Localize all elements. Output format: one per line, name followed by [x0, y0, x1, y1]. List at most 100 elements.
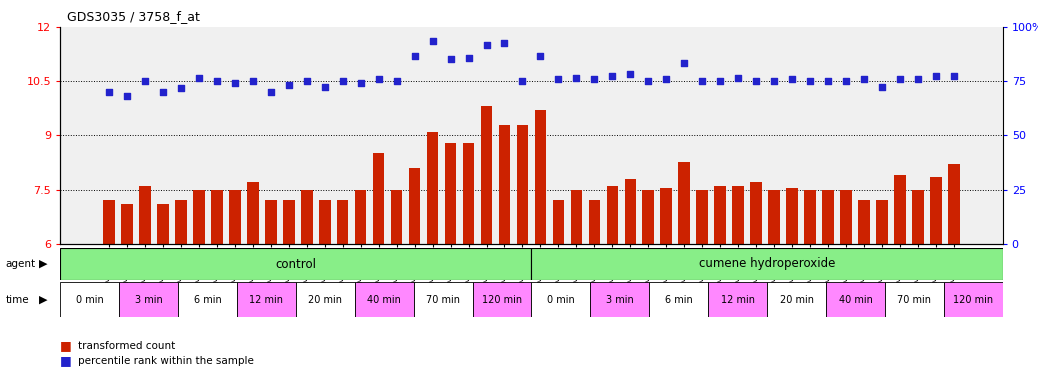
Point	[784, 76, 800, 83]
Bar	[390, 190, 403, 244]
Point	[730, 74, 746, 81]
Bar	[531, 282, 591, 317]
Bar	[283, 200, 295, 244]
Point	[550, 76, 567, 83]
Point	[622, 71, 638, 77]
Point	[604, 73, 621, 79]
Point	[118, 93, 135, 99]
Bar	[552, 200, 565, 244]
Bar	[265, 200, 276, 244]
Bar	[355, 190, 366, 244]
Bar	[481, 106, 492, 244]
Text: 12 min: 12 min	[249, 295, 283, 305]
Text: agent: agent	[5, 259, 35, 269]
Text: ■: ■	[60, 339, 72, 352]
Point	[155, 89, 171, 95]
Bar	[355, 282, 413, 317]
Point	[568, 74, 584, 81]
Bar	[733, 186, 744, 244]
Bar	[591, 282, 650, 317]
Point	[946, 73, 962, 79]
Bar	[531, 248, 1003, 280]
Point	[352, 80, 368, 86]
Text: transformed count: transformed count	[78, 341, 175, 351]
Bar	[948, 164, 960, 244]
Text: 70 min: 70 min	[897, 295, 931, 305]
Text: 120 min: 120 min	[953, 295, 993, 305]
Bar	[119, 282, 179, 317]
Point	[928, 73, 945, 79]
Point	[137, 78, 154, 84]
Bar	[498, 124, 511, 244]
Point	[388, 78, 405, 84]
Point	[191, 74, 208, 81]
Point	[712, 78, 729, 84]
Bar	[535, 110, 546, 244]
Bar	[930, 177, 941, 244]
Point	[855, 76, 872, 83]
Point	[694, 78, 711, 84]
Text: ■: ■	[60, 354, 72, 367]
Bar	[944, 282, 1003, 317]
Bar	[876, 200, 887, 244]
Bar	[841, 190, 852, 244]
Bar	[472, 282, 531, 317]
Bar	[193, 190, 204, 244]
Point	[820, 78, 837, 84]
Bar	[409, 168, 420, 244]
Text: 3 min: 3 min	[606, 295, 633, 305]
Point	[748, 78, 765, 84]
Point	[226, 80, 243, 86]
Point	[298, 78, 315, 84]
Point	[172, 85, 189, 91]
Point	[101, 89, 117, 95]
Point	[334, 78, 351, 84]
Bar	[787, 188, 798, 244]
Point	[640, 78, 657, 84]
Bar	[884, 282, 944, 317]
Bar	[444, 142, 457, 244]
Bar	[643, 190, 654, 244]
Text: 40 min: 40 min	[367, 295, 401, 305]
Text: ▶: ▶	[39, 295, 48, 305]
Bar	[103, 200, 115, 244]
Bar	[660, 188, 673, 244]
Point	[280, 82, 297, 88]
Text: cumene hydroperoxide: cumene hydroperoxide	[699, 258, 836, 270]
Bar	[319, 200, 330, 244]
Bar	[650, 282, 708, 317]
Text: 0 min: 0 min	[547, 295, 575, 305]
Bar	[571, 190, 582, 244]
Text: 40 min: 40 min	[839, 295, 872, 305]
Bar	[139, 186, 151, 244]
Text: ▶: ▶	[39, 259, 48, 269]
Point	[425, 38, 441, 45]
Text: 20 min: 20 min	[308, 295, 343, 305]
Bar	[768, 190, 780, 244]
Text: percentile rank within the sample: percentile rank within the sample	[78, 356, 253, 366]
Bar	[517, 124, 528, 244]
Bar	[211, 190, 222, 244]
Point	[406, 53, 422, 59]
Point	[909, 76, 926, 83]
Text: 20 min: 20 min	[780, 295, 814, 305]
Point	[514, 78, 530, 84]
Bar	[373, 154, 384, 244]
Bar	[804, 190, 816, 244]
Text: 12 min: 12 min	[720, 295, 755, 305]
Bar	[679, 162, 690, 244]
Bar	[121, 204, 133, 244]
Point	[209, 78, 225, 84]
Point	[874, 83, 891, 89]
Text: 70 min: 70 min	[426, 295, 460, 305]
Point	[371, 76, 387, 83]
Point	[496, 40, 513, 46]
Bar	[237, 282, 296, 317]
Bar	[157, 204, 169, 244]
Bar	[175, 200, 187, 244]
Bar	[463, 142, 474, 244]
Bar	[708, 282, 767, 317]
Bar	[625, 179, 636, 244]
Bar	[894, 175, 906, 244]
Point	[838, 78, 854, 84]
